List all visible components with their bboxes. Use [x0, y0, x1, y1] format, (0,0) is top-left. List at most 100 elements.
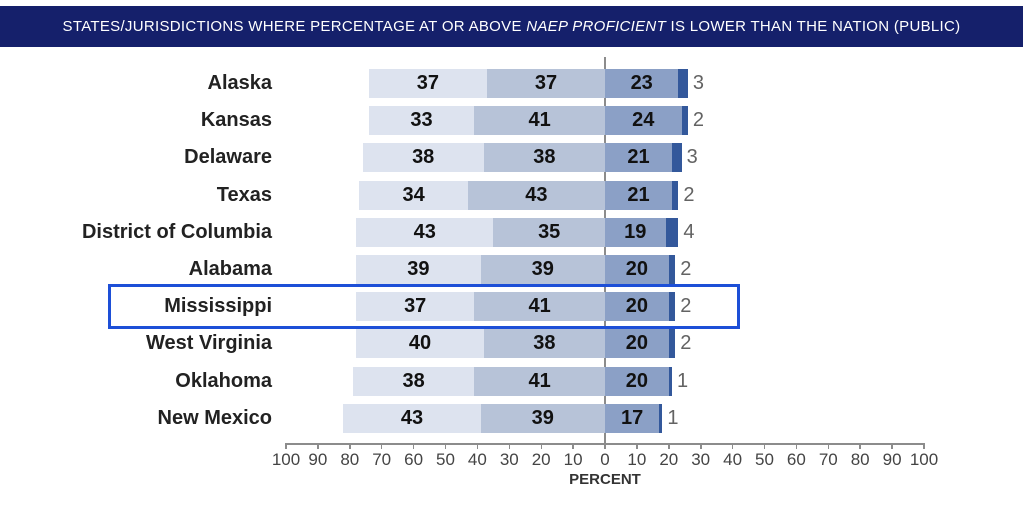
bar-segment-right-outer	[668, 366, 672, 396]
category-label: Kansas	[200, 109, 272, 132]
bar-outside-value: 2	[680, 258, 692, 280]
bar-outside-value: 1	[667, 406, 679, 429]
bar-segment-left-inner: 41	[474, 366, 605, 396]
chart-title-prefix: STATES/JURISDICTIONS WHERE PERCENTAGE AT…	[62, 18, 522, 35]
category-label: Texas	[216, 183, 272, 206]
x-axis-tick	[636, 443, 638, 449]
x-axis-tick-label: 10	[627, 450, 647, 469]
x-axis-tick-label: 80	[850, 450, 870, 469]
x-axis-tick-label: 60	[404, 450, 424, 469]
x-axis-tick-label: 50	[436, 450, 455, 469]
bar-segment-left-inner: 38	[483, 143, 605, 173]
x-axis-tick-label: 0	[600, 450, 610, 469]
bar-segment-left-inner: 41	[474, 106, 605, 136]
bar-outside-value: 2	[680, 295, 692, 318]
bar-outside-value: 2	[680, 332, 692, 355]
bar-segment-left-outer: 40	[356, 329, 484, 359]
bar-outside-value: 3	[692, 72, 705, 94]
bar-segment-left-inner: 35	[493, 217, 605, 247]
category-label: West Virginia	[146, 332, 272, 355]
x-axis-tick-label: 50	[755, 450, 774, 469]
x-axis-tick-label: 40	[723, 450, 743, 469]
bar-segment-right-inner: 20	[605, 292, 669, 322]
x-axis-tick	[380, 443, 383, 449]
x-axis-tick	[317, 443, 319, 449]
chart-title-emphasis: NAEP PROFICIENT	[526, 18, 667, 35]
bar-segment-right-outer	[678, 69, 688, 98]
x-axis-tick-label: 70	[372, 450, 392, 469]
bar-segment-left-outer: 43	[343, 403, 481, 433]
x-axis-tick-label: 90	[308, 450, 328, 469]
x-axis-tick	[604, 443, 606, 449]
bar-segment-left-inner: 39	[480, 255, 605, 284]
bar-outside-value: 1	[677, 369, 689, 392]
x-axis-tick	[444, 443, 447, 449]
x-axis-tick-label: 30	[691, 450, 711, 469]
bar-outside-value: 2	[692, 109, 705, 132]
category-label: District of Columbia	[81, 220, 272, 243]
x-axis-tick	[891, 443, 893, 449]
bar-segment-left-inner: 39	[480, 403, 605, 433]
bar-segment-left-outer: 38	[362, 143, 484, 173]
bar-segment-left-outer: 37	[356, 292, 475, 322]
bar-outside-value: 2	[683, 183, 695, 206]
bar-segment-right-inner: 20	[605, 329, 669, 359]
bar-segment-left-outer: 43	[356, 217, 494, 247]
bar-outside-value: 3	[686, 146, 698, 169]
bar-segment-left-outer: 37	[368, 69, 487, 98]
zero-axis-line	[604, 57, 606, 443]
bar-segment-right-outer	[659, 403, 663, 433]
category-label: Mississippi	[164, 295, 272, 318]
x-axis-tick	[285, 443, 287, 449]
bar-segment-left-outer: 34	[359, 180, 468, 210]
x-axis-tick	[412, 443, 415, 449]
x-axis-tick	[923, 443, 925, 449]
bar-segment-right-inner: 21	[605, 180, 672, 210]
bar-segment-left-inner: 41	[474, 292, 605, 322]
bar-segment-right-inner: 20	[605, 255, 669, 284]
bar-segment-right-inner: 17	[605, 403, 660, 433]
bar-segment-left-inner: 43	[467, 180, 605, 210]
x-axis-tick-label: 60	[786, 450, 806, 469]
bar-segment-left-outer: 39	[356, 255, 481, 284]
x-axis-tick-label: 10	[563, 450, 583, 469]
chart-title-banner: STATES/JURISDICTIONS WHERE PERCENTAGE AT…	[0, 6, 1023, 47]
x-axis-tick	[540, 443, 542, 449]
bar-segment-right-outer	[672, 143, 682, 173]
x-axis-tick-label: 40	[467, 450, 487, 469]
bar-segment-right-outer	[672, 180, 679, 210]
x-axis-tick	[795, 443, 798, 449]
bar-segment-right-outer	[668, 329, 676, 359]
bar-segment-right-outer	[665, 217, 679, 247]
chart-title-suffix: IS LOWER THAN THE NATION (PUBLIC)	[670, 18, 961, 35]
category-label: New Mexico	[157, 406, 272, 429]
x-axis-tick	[763, 443, 766, 449]
x-axis-tick	[668, 443, 670, 449]
bar-segment-right-outer	[668, 292, 676, 322]
x-axis-tick-label: 20	[659, 450, 679, 469]
category-label: Delaware	[184, 146, 272, 169]
x-axis-tick-label: 20	[531, 450, 551, 469]
x-axis-tick	[572, 443, 574, 449]
category-label: Alabama	[188, 258, 272, 280]
bar-segment-right-inner: 21	[605, 143, 672, 173]
x-axis-tick	[700, 443, 702, 449]
category-label: Alaska	[207, 72, 273, 94]
bar-outside-value: 4	[683, 220, 695, 243]
x-axis-tick-label: 100	[271, 450, 301, 469]
x-axis-title: PERCENT	[569, 471, 641, 488]
bar-segment-left-outer: 33	[368, 106, 475, 136]
x-axis-tick-label: 70	[818, 450, 838, 469]
x-axis-tick-label: 80	[340, 450, 360, 469]
bar-segment-right-inner: 23	[605, 69, 679, 98]
bar-segment-right-inner: 19	[605, 217, 666, 247]
x-axis-tick-label: 30	[499, 450, 519, 469]
x-axis-tick	[827, 443, 829, 449]
bar-segment-right-inner: 24	[605, 106, 682, 136]
x-axis-tick	[731, 443, 734, 449]
bar-segment-right-outer	[668, 255, 676, 284]
x-axis-tick	[859, 443, 861, 449]
category-label: Oklahoma	[175, 369, 272, 392]
